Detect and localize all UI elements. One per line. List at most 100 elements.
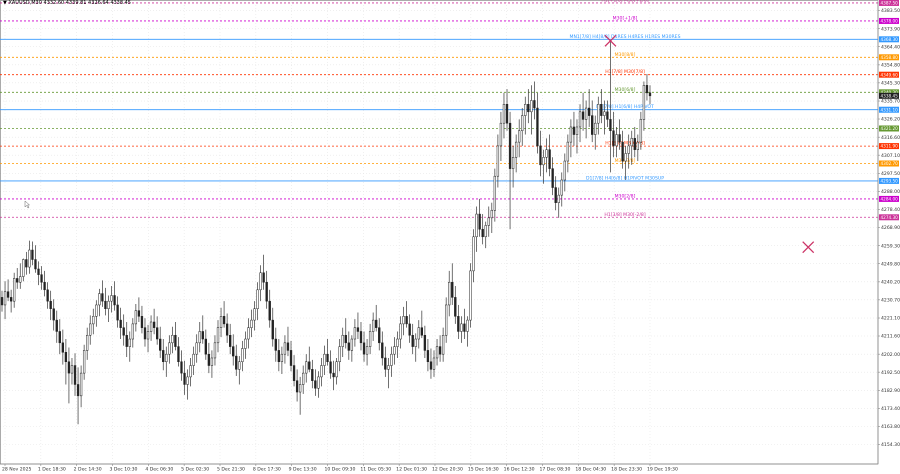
level-price-box [879,177,899,184]
candle-body [311,369,314,381]
candle-body [584,107,588,120]
candle-body [140,316,144,328]
candle-body [371,319,375,332]
time-tick-label: 12 Dec 20:30 [432,467,463,473]
candle-body [52,308,55,321]
candle-body [478,213,481,230]
price-tick-label: 4335.70 [881,99,900,105]
level-price-label: 4378.00 [881,19,899,24]
level-price-box [879,17,899,24]
price-tick-label: 4240.20 [881,279,900,285]
price-tick-label: 4221.10 [881,316,900,322]
price-tick-label: 4288.00 [881,189,900,195]
level-price-label: 4387.50 [881,1,899,6]
candle-body [606,111,609,120]
candle-body [101,293,104,302]
candle-body [326,353,329,363]
candle-body [128,338,131,347]
candle-body [222,316,226,325]
candle-body [618,134,621,143]
candle-body [317,376,320,389]
x-marker-icon [802,241,815,254]
price-tick-label: 4154.30 [881,442,900,448]
candle-body [210,357,214,366]
candle-body [235,355,238,370]
level-price-box [879,214,899,221]
candle-body [49,300,52,309]
candle-body [162,350,165,363]
candle-body [34,259,37,270]
candle-body [168,342,171,355]
candle-body [247,327,250,340]
candle-body [277,350,281,363]
symbol-name: XAUUSD,M30 [8,0,42,6]
time-tick-label: 3 Dec 10:30 [110,467,138,473]
candle-body [375,319,378,328]
candle-body [356,327,360,332]
candle-body [487,217,490,226]
candle-body [195,342,198,355]
candle-body [384,357,387,370]
candle-body [365,346,369,355]
candle-body [514,141,518,158]
candle-body [323,353,326,366]
candle-body [575,126,579,135]
price-tick-label: 4192.50 [881,370,900,376]
candle-body [302,372,305,385]
candle-body [441,334,445,355]
level-label: M30[6/8] [615,87,636,93]
candle-body [496,145,500,177]
candle-body [645,85,649,94]
level-price-box [879,71,899,78]
candle-body [289,350,293,366]
candle-body [22,259,25,277]
candle-body [271,319,274,340]
candle-body [113,295,116,306]
level-label: H1[5/8] M30[4/8] [605,141,645,147]
time-tick-label: 16 Dec 12:30 [504,467,535,473]
level-price-label: 4358.80 [881,55,899,60]
candle-body [295,380,299,393]
candle-body [432,357,436,370]
candle-body [429,361,433,370]
candle-body [502,103,506,124]
price-tick-label: 4354.80 [881,62,900,68]
candle-body [639,119,643,143]
candle-body [225,323,229,336]
candle-body [31,249,34,260]
candle-body [578,111,582,128]
candle-body [472,236,475,272]
candle-body [13,278,16,302]
level-label: D1[7/8] H1[6/8] H4PIVOT [596,104,654,110]
time-tick-label: 9 Dec 13:30 [289,467,317,473]
candle-body [636,141,639,150]
candle-body [155,327,159,340]
time-tick-label: 15 Dec 16:30 [468,467,499,473]
price-tick-label: 4202.00 [881,352,900,358]
candle-body [274,338,277,351]
candle-body [40,274,43,283]
candle-body [219,316,223,328]
price-tick-label: 4278.40 [881,207,900,213]
candle-body [25,259,28,268]
symbol-ohlc-values: 4332.60 4339.81 4326.64 4338.45 [43,0,131,6]
time-tick-label: 8 Dec 17:30 [253,467,281,473]
candle-body [61,342,65,353]
candle-body [198,331,201,344]
level-label: H1[+1/8] M30[+2/8] [601,0,649,3]
candle-body [110,295,113,302]
candle-body [569,126,573,143]
candle-body [466,319,469,332]
candle-body [149,321,153,332]
candle-body [554,187,557,203]
candle-body [548,149,551,169]
time-tick-label: 10 Dec 09:30 [325,467,356,473]
candle-body [79,372,83,397]
candle-body [174,334,177,347]
candle-body [82,350,86,374]
candle-body [530,100,533,113]
candle-body [460,323,463,332]
price-tick-label: 4345.30 [881,80,900,86]
